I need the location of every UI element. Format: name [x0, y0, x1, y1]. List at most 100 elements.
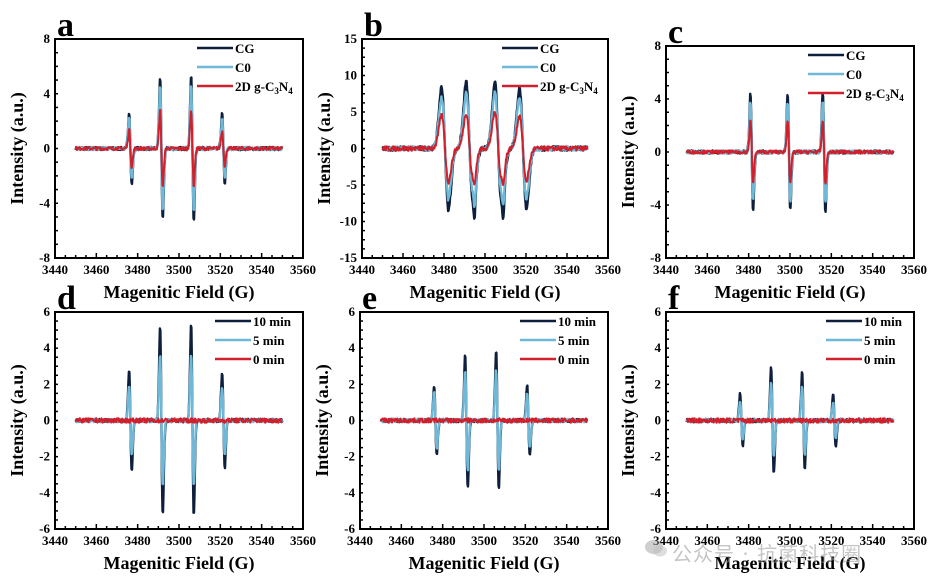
legend-label: C0	[540, 60, 556, 75]
x-axis: 3440 3460 3480 3500 3520 3540 3560	[653, 524, 927, 548]
legend: 10 min 5 min 0 min	[215, 314, 292, 367]
x-axis-title: Magenitic Field (G)	[104, 282, 255, 303]
x-tick-label: 3480	[430, 533, 456, 548]
x-axis-title: Magenitic Field (G)	[104, 553, 255, 574]
y-axis-title: Intensity (a.u.)	[314, 92, 335, 205]
y-tick-label: 6	[349, 304, 356, 319]
panel-letter: e	[362, 280, 377, 317]
y-tick-label: -4	[344, 485, 355, 500]
legend: 10 min 5 min 0 min	[826, 314, 903, 367]
x-tick-label: 3500	[166, 533, 192, 548]
x-axis-title: Magenitic Field (G)	[409, 553, 560, 574]
y-tick-label: 2	[655, 376, 662, 391]
x-tick-label: 3560	[595, 262, 621, 277]
y-tick-label: 4	[44, 86, 51, 101]
legend-label: 2D g-C3N4	[540, 79, 598, 96]
x-tick-label: 3540	[860, 533, 886, 548]
x-tick-label: 3500	[471, 533, 497, 548]
x-axis: 3440 3460 3480 3500 3520 3540 3560	[653, 253, 927, 277]
series-line-0-min	[74, 417, 284, 424]
x-tick-label: 3520	[513, 262, 539, 277]
y-tick-label: -4	[39, 195, 50, 210]
x-tick-label: 3560	[901, 533, 927, 548]
x-tick-label: 3520	[207, 262, 233, 277]
x-axis-title: Magenitic Field (G)	[715, 553, 866, 574]
y-axis-title: Intensity (a.u.)	[312, 364, 333, 477]
legend-label: 5 min	[253, 333, 285, 348]
y-tick-label: 4	[655, 91, 662, 106]
x-tick-label: 3460	[694, 533, 720, 548]
legend-label: 5 min	[864, 333, 896, 348]
x-tick-label: 3460	[694, 262, 720, 277]
legend-label: 10 min	[253, 314, 292, 329]
y-tick-label: -6	[344, 521, 355, 536]
legend-label: C0	[235, 60, 251, 75]
y-axis-title: Intensity (a.u.)	[618, 96, 639, 209]
x-tick-label: 3460	[388, 533, 414, 548]
legend-label: CG	[846, 48, 866, 63]
wechat-icon	[644, 538, 668, 558]
y-tick-label: -4	[650, 197, 661, 212]
y-tick-label: 0	[44, 413, 51, 428]
x-tick-label: 3560	[290, 262, 316, 277]
x-tick-label: 3440	[653, 262, 679, 277]
y-tick-label: -5	[346, 177, 357, 192]
x-tick-label: 3540	[554, 262, 580, 277]
x-tick-label: 3520	[512, 533, 538, 548]
panel-e: e 3440 3460 3480 3500 3520 3540 3560 -6 -4 -2 0 2 4 6 M…	[312, 280, 621, 574]
y-tick-label: 6	[655, 304, 662, 319]
legend-label: 0 min	[558, 352, 590, 367]
legend-label: 10 min	[558, 314, 597, 329]
y-tick-label: -6	[39, 521, 50, 536]
panel-d: d 3440 3460 3480 3500 3520 3540 3560 -6 -4 -2 0 2 4 6 M…	[7, 280, 316, 574]
y-tick-label: 4	[655, 340, 662, 355]
y-tick-label: -4	[39, 485, 50, 500]
x-axis: 3440 3460 3480 3500 3520 3540 3560	[347, 524, 621, 548]
y-axis: -6 -4 -2 0 2 4 6	[39, 304, 58, 536]
series-line-2d-g-c3n4	[381, 111, 589, 186]
series-line-2d-g-c3n4	[685, 119, 895, 185]
x-tick-label: 3560	[595, 533, 621, 548]
watermark-text: 公众号 · 抗菌科技圈	[672, 542, 863, 566]
y-tick-label: 6	[44, 304, 51, 319]
x-axis: 3440 3460 3480 3500 3520 3540 3560	[42, 253, 316, 277]
legend-label: C0	[846, 67, 862, 82]
series-line-0-min	[379, 417, 588, 424]
legend-label: CG	[540, 41, 560, 56]
series-line-2d-g-c3n4	[74, 109, 284, 188]
y-tick-label: 0	[655, 413, 662, 428]
x-tick-label: 3540	[249, 533, 275, 548]
y-axis-title: Intensity (a.u.)	[7, 92, 28, 205]
y-tick-label: 4	[44, 340, 51, 355]
legend-label: 0 min	[253, 352, 285, 367]
x-tick-label: 3460	[83, 262, 109, 277]
y-tick-label: 2	[349, 376, 356, 391]
y-tick-label: 5	[351, 104, 358, 119]
x-tick-label: 3480	[736, 533, 762, 548]
y-tick-label: 15	[344, 31, 358, 46]
y-tick-label: -2	[39, 449, 50, 464]
x-tick-label: 3520	[818, 533, 844, 548]
y-axis: -6 -4 -2 0 2 4 6	[650, 304, 669, 536]
panel-a: a 3440 3460 3480 3500 3520 3540 3560 -8 -4 0 4 8 Mage…	[7, 7, 316, 303]
y-axis-title: Intensity (a.u.)	[618, 364, 639, 477]
panel-letter: d	[57, 280, 76, 317]
legend-label: 2D g-C3N4	[235, 79, 293, 96]
legend-label: 10 min	[864, 314, 903, 329]
x-axis-title: Magenitic Field (G)	[715, 282, 866, 303]
x-tick-label: 3520	[818, 262, 844, 277]
x-tick-label: 3440	[349, 262, 375, 277]
legend-label: 0 min	[864, 352, 896, 367]
x-tick-label: 3520	[207, 533, 233, 548]
legend: CG C0 2D g-C3N4	[197, 41, 293, 96]
y-tick-label: 0	[44, 141, 51, 156]
y-tick-label: -4	[650, 485, 661, 500]
y-tick-label: -8	[650, 250, 661, 265]
y-tick-label: 8	[44, 31, 51, 46]
x-tick-label: 3560	[290, 533, 316, 548]
legend: CG C0 2D g-C3N4	[808, 48, 904, 103]
x-tick-label: 3560	[901, 262, 927, 277]
y-tick-label: -15	[340, 250, 358, 265]
x-tick-label: 3480	[736, 262, 762, 277]
